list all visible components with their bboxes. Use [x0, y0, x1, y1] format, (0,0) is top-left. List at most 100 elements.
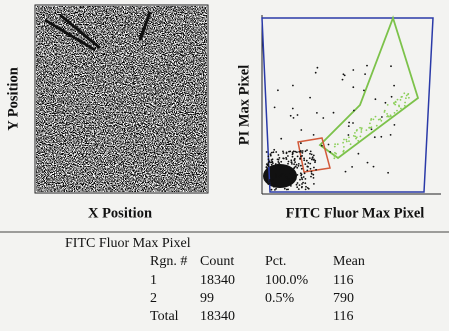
scatter-dot	[268, 165, 270, 167]
scatter-dot	[313, 155, 315, 157]
scatter-dot	[404, 102, 406, 104]
scatter-dot	[302, 182, 304, 184]
scatter-dot	[394, 112, 396, 114]
scatter-dot	[348, 134, 350, 136]
scatter-dot	[381, 116, 383, 118]
scatter-dot	[302, 150, 304, 152]
scatter-dot	[271, 164, 273, 166]
scatter-dot	[283, 152, 285, 154]
scatter-dot	[311, 171, 313, 173]
scatter-dot	[289, 183, 291, 185]
scatter-dot	[335, 156, 337, 158]
scatter-dot	[396, 110, 398, 112]
table-cell: 2	[150, 291, 157, 306]
scatter-dot	[291, 169, 293, 171]
scatter-dot	[278, 159, 280, 161]
y-axis-label: PI Max Pixel	[236, 65, 252, 146]
scatter-dot	[348, 140, 350, 142]
scatter-dot	[297, 174, 299, 176]
table-cell: 100.0%	[265, 273, 309, 288]
scatter-dot	[295, 166, 297, 168]
scatter-dot	[364, 73, 366, 75]
scatter-dot	[313, 167, 315, 169]
scatter-dot	[297, 114, 299, 116]
scatter-dot	[292, 153, 294, 155]
scatter-dot	[306, 170, 308, 172]
scatter-dot	[276, 168, 278, 170]
scatter-dot	[301, 155, 303, 157]
scatter-dot	[375, 98, 377, 100]
scatter-dot	[301, 177, 303, 179]
scatter-dot	[296, 151, 298, 153]
scatter-dot	[360, 131, 362, 133]
scatter-dot	[300, 165, 302, 167]
scatter-dot	[293, 163, 295, 165]
table-cell: 18340	[200, 273, 235, 288]
scatter-dot	[374, 136, 376, 138]
scatter-dot	[280, 167, 282, 169]
scatter-dot	[290, 159, 292, 161]
screenshot: Y Position X Position PI Max Pixel FITC …	[0, 0, 449, 331]
scatter-dot	[286, 158, 288, 160]
scatter-dot	[380, 136, 382, 138]
scatter-dot	[334, 143, 336, 145]
scatter-dot	[266, 173, 268, 175]
scatter-dot	[290, 161, 292, 163]
scatter-dot	[352, 122, 354, 124]
scatter-dot	[275, 163, 277, 165]
scatter-dot	[286, 180, 288, 182]
scatter-dot	[371, 126, 373, 128]
scatter-dot	[309, 163, 311, 165]
scatter-dot	[305, 178, 307, 180]
scatter-dot	[268, 158, 270, 160]
scatter-dot	[293, 117, 295, 119]
scatter-dot	[308, 188, 310, 190]
scatter-dot	[312, 157, 314, 159]
scatter-dot	[306, 160, 308, 162]
scatter-dot	[266, 151, 268, 153]
scatter-dot	[385, 102, 387, 104]
scatter-dot	[310, 151, 312, 153]
scatter-dot	[345, 139, 347, 141]
scatter-dot	[292, 177, 294, 179]
scatter-dot	[344, 75, 346, 77]
scatter-dot	[300, 150, 302, 152]
scatter-dot	[266, 167, 268, 169]
scatter-dot	[287, 189, 289, 191]
scatter-dot	[275, 182, 277, 184]
scatter-dot	[281, 173, 283, 175]
scatter-dot	[300, 142, 302, 144]
scatter-dot	[275, 188, 277, 190]
scatter-dot	[272, 158, 274, 160]
scatter-dot	[300, 175, 302, 177]
scatter-dot	[353, 135, 355, 137]
table-cell: 0.5%	[265, 291, 295, 306]
scatter-dot	[404, 105, 406, 107]
scatter-dot	[354, 132, 356, 134]
scatter-dot	[293, 150, 295, 152]
scatter-dot	[292, 156, 294, 158]
scatter-dot	[289, 151, 291, 153]
scatter-dot	[373, 119, 375, 121]
scatter-dot	[305, 189, 307, 191]
scatter-dot	[367, 162, 369, 164]
scatter-dot	[313, 134, 315, 136]
scatter-dot	[342, 79, 344, 81]
table-cell: 1	[150, 273, 157, 288]
scatter-dot	[290, 115, 292, 117]
scatter-dot	[292, 85, 294, 87]
scatter-dot	[282, 157, 284, 159]
scatter-dot	[401, 96, 403, 98]
scatter-dot	[311, 154, 313, 156]
scatter-dot	[316, 112, 318, 114]
scatter-dot	[334, 152, 336, 154]
scatter-dot	[393, 85, 395, 87]
scatter-dot	[290, 185, 292, 187]
scatter-dot	[345, 171, 347, 173]
scatter-dot	[295, 178, 297, 180]
scatter-dot	[304, 172, 306, 174]
scatter-dot	[386, 113, 388, 115]
scatter-dot	[285, 175, 287, 177]
scatter-dot	[313, 177, 315, 179]
scatter-dot	[299, 179, 301, 181]
